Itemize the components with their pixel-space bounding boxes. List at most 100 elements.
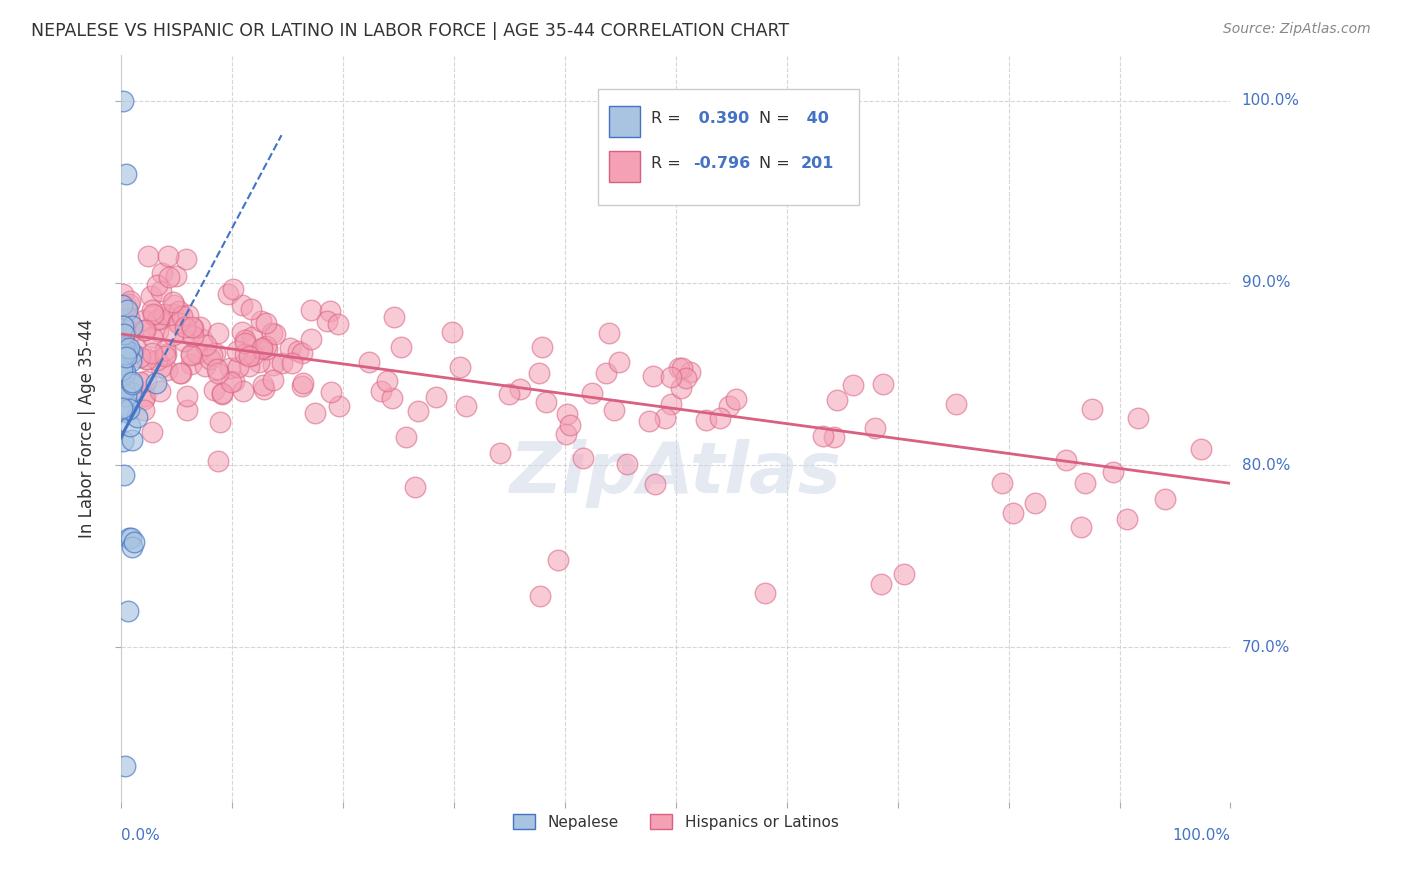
Point (156, 249, 179, 263)
Point (240, 301, 263, 316)
Point (152, 307, 174, 321)
Point (162, 307, 184, 321)
Point (233, 336, 256, 351)
Point (114, 299, 136, 313)
Point (135, 351, 157, 366)
Point (250, 341, 273, 355)
Point (114, 321, 136, 335)
Point (222, 374, 245, 388)
Point (441, 325, 464, 339)
Point (233, 347, 256, 361)
Point (654, 410, 676, 425)
Point (207, 366, 229, 380)
Point (572, 451, 595, 466)
Point (118, 341, 141, 355)
Point (328, 317, 350, 331)
Text: -0.796: -0.796 (693, 156, 751, 171)
Point (149, 285, 172, 299)
Point (717, 400, 740, 414)
Point (170, 366, 193, 380)
Point (211, 385, 233, 400)
Point (181, 321, 204, 335)
Point (121, 376, 143, 391)
Point (135, 374, 157, 388)
Text: 100.0%: 100.0% (1241, 93, 1299, 108)
Point (659, 370, 682, 384)
Point (114, 389, 136, 403)
Point (145, 376, 167, 390)
Point (598, 326, 620, 341)
Point (111, 94, 134, 108)
Point (167, 316, 190, 330)
Point (724, 392, 747, 406)
Point (530, 340, 553, 354)
Point (252, 382, 274, 396)
Point (252, 342, 274, 356)
Point (173, 334, 195, 349)
Point (669, 380, 692, 394)
Point (607, 355, 630, 369)
Point (1102, 465, 1125, 479)
Point (558, 418, 581, 433)
Point (291, 379, 314, 393)
Point (118, 402, 141, 417)
Point (1189, 442, 1212, 457)
Point (155, 343, 177, 357)
Point (138, 249, 160, 263)
Point (304, 405, 326, 419)
Legend: Nepalese, Hispanics or Latinos: Nepalese, Hispanics or Latinos (506, 807, 845, 836)
Point (709, 411, 731, 425)
Point (375, 374, 398, 388)
Point (148, 384, 170, 398)
Point (557, 407, 579, 421)
Point (603, 403, 626, 417)
Point (231, 298, 253, 312)
Text: N =: N = (759, 112, 794, 126)
Point (118, 418, 141, 433)
Point (395, 430, 418, 444)
Point (111, 318, 134, 333)
Point (114, 347, 136, 361)
Point (754, 585, 776, 599)
Text: 70.0%: 70.0% (1241, 640, 1289, 655)
Point (112, 402, 135, 417)
Text: 0.0%: 0.0% (121, 829, 159, 844)
Point (299, 332, 322, 346)
Point (181, 328, 204, 343)
Point (359, 355, 381, 369)
Point (112, 376, 135, 391)
Point (118, 297, 141, 311)
Point (242, 349, 264, 363)
Point (134, 323, 156, 337)
Point (134, 388, 156, 402)
Point (180, 319, 202, 334)
Point (115, 167, 138, 181)
Text: 40: 40 (801, 112, 828, 126)
Point (240, 330, 263, 344)
Point (264, 327, 287, 342)
Point (231, 325, 253, 339)
Text: N =: N = (759, 156, 794, 171)
Text: 0.390: 0.390 (693, 112, 749, 126)
Point (180, 357, 202, 371)
Point (219, 360, 242, 375)
Point (142, 307, 165, 321)
Point (114, 365, 136, 379)
FancyBboxPatch shape (598, 89, 859, 204)
Point (454, 400, 477, 414)
Point (148, 313, 170, 327)
Text: 90.0%: 90.0% (1241, 276, 1291, 291)
Point (134, 403, 156, 417)
Point (488, 446, 510, 460)
Point (121, 345, 143, 359)
Point (132, 313, 155, 327)
Point (945, 397, 967, 411)
Point (201, 347, 224, 361)
Point (254, 317, 277, 331)
FancyBboxPatch shape (609, 151, 640, 182)
Point (150, 266, 173, 280)
Point (180, 348, 202, 362)
Point (695, 413, 717, 427)
Point (141, 345, 163, 359)
Point (121, 540, 143, 554)
